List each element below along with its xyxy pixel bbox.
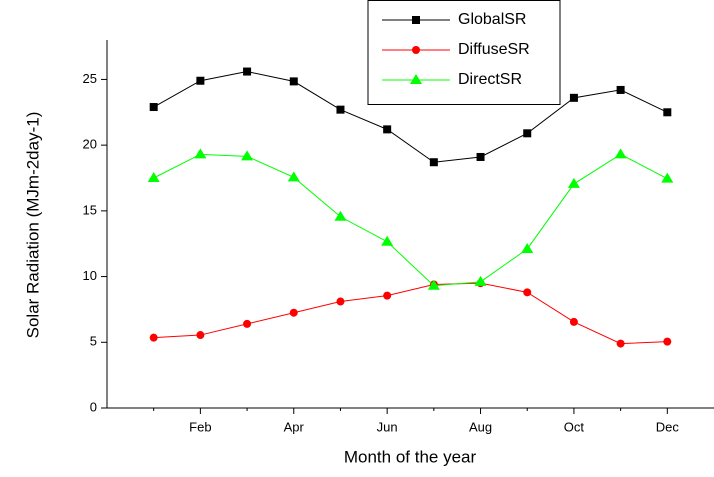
- marker: [476, 152, 485, 161]
- y-tick-label: 0: [90, 399, 97, 414]
- marker: [569, 93, 578, 102]
- marker: [474, 275, 487, 286]
- marker: [521, 242, 534, 253]
- marker: [196, 76, 205, 85]
- marker: [149, 333, 158, 342]
- marker: [243, 67, 252, 76]
- legend-text: GlobalSR: [458, 11, 526, 28]
- marker: [289, 77, 298, 86]
- marker: [523, 129, 532, 138]
- marker: [196, 331, 205, 340]
- y-tick-label: 20: [83, 137, 97, 152]
- marker: [287, 171, 300, 182]
- series-line: [153, 153, 668, 287]
- legend-text: DiffuseSR: [458, 41, 530, 58]
- marker: [663, 108, 672, 117]
- marker: [241, 150, 254, 161]
- x-tick-label: Apr: [284, 419, 305, 434]
- marker: [336, 105, 345, 114]
- x-axis-title: Month of the year: [344, 447, 477, 466]
- marker: [614, 148, 627, 159]
- marker: [243, 319, 252, 328]
- series-line: [153, 282, 668, 345]
- marker: [661, 172, 674, 183]
- marker: [194, 148, 207, 159]
- marker: [147, 172, 160, 182]
- marker: [149, 103, 158, 112]
- marker: [289, 308, 298, 317]
- x-tick-label: Dec: [656, 419, 680, 434]
- x-tick-label: Jun: [377, 419, 398, 434]
- legend-marker: [412, 16, 420, 24]
- x-tick-label: Feb: [189, 419, 211, 434]
- marker: [334, 210, 347, 221]
- x-tick-label: Oct: [564, 419, 585, 434]
- legend-marker: [410, 74, 422, 84]
- marker: [616, 339, 625, 348]
- marker: [336, 297, 345, 306]
- y-axis-title: Solar Radiation (MJm-2day-1): [23, 112, 42, 339]
- y-tick-label: 5: [90, 334, 97, 349]
- legend-text: DirectSR: [458, 71, 522, 88]
- legend-box: [367, 0, 561, 105]
- marker: [567, 177, 580, 188]
- marker: [429, 158, 438, 167]
- marker: [616, 85, 625, 94]
- marker: [427, 279, 440, 290]
- marker: [569, 317, 578, 326]
- y-tick-label: 25: [83, 71, 97, 86]
- legend-marker: [412, 46, 420, 54]
- y-tick-label: 15: [83, 202, 97, 217]
- marker: [381, 235, 394, 246]
- marker: [383, 125, 392, 134]
- x-tick-label: Aug: [469, 419, 492, 434]
- series-line: [153, 71, 668, 163]
- marker: [663, 337, 672, 346]
- marker: [383, 291, 392, 300]
- y-tick-label: 10: [83, 268, 97, 283]
- marker: [523, 288, 532, 297]
